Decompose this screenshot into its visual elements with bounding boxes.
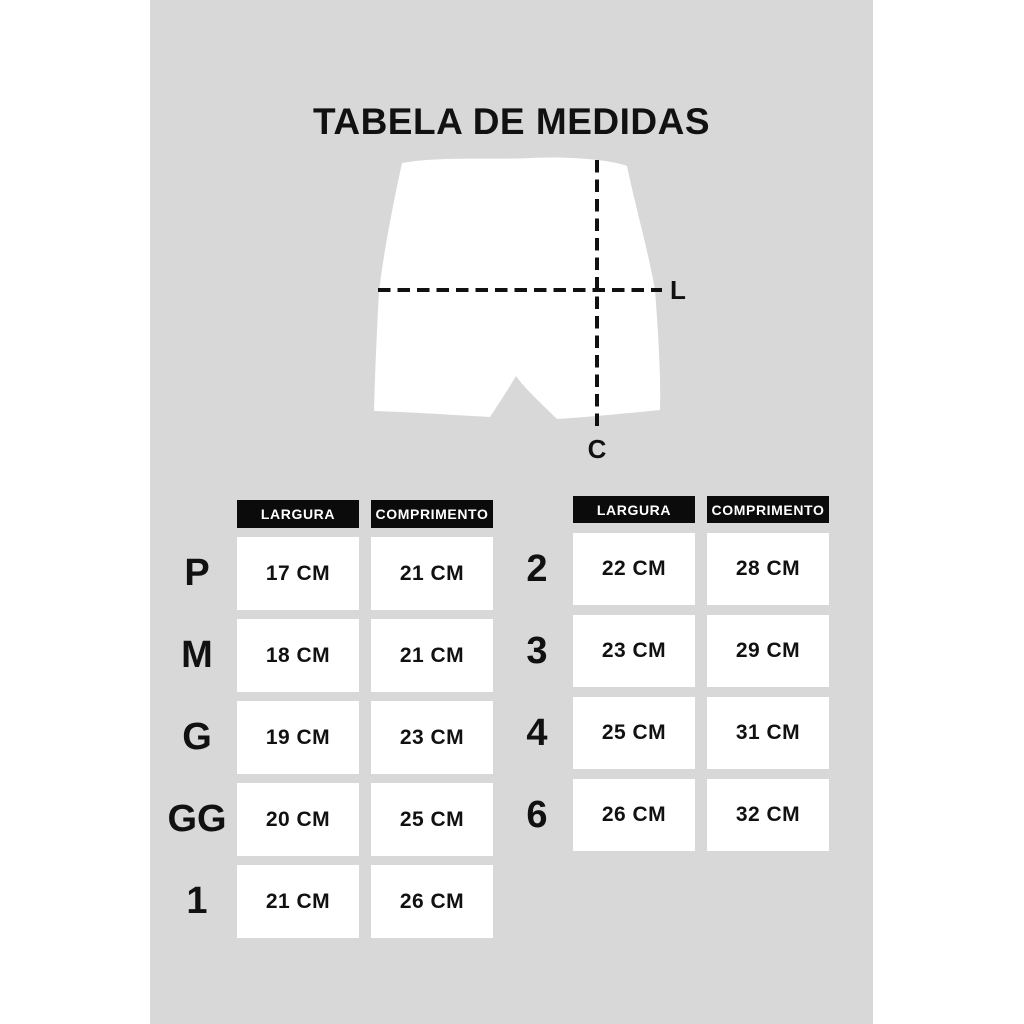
largura-value: 17 CM (237, 537, 359, 610)
table-corner-spacer (513, 496, 561, 523)
comprimento-value: 26 CM (371, 865, 493, 938)
size-label: 3 (526, 629, 548, 672)
size-label: M (181, 634, 213, 676)
size-label: G (182, 716, 212, 758)
comprimento-value: 29 CM (707, 615, 829, 687)
size-table-numbers: LARGURA COMPRIMENTO 2 22 CM 28 CM 3 23 C… (513, 496, 829, 851)
size-label: GG (167, 798, 227, 840)
size-table-letters: LARGURA COMPRIMENTO P 17 CM 21 CM M 18 C… (167, 500, 493, 938)
shorts-diagram: L C (374, 157, 686, 464)
comprimento-value: 23 CM (371, 701, 493, 774)
comprimento-value: 21 CM (371, 537, 493, 610)
column-header-largura: LARGURA (237, 500, 359, 528)
comprimento-value: 21 CM (371, 619, 493, 692)
page-title: TABELA DE MEDIDAS (313, 101, 710, 142)
comprimento-value: 25 CM (371, 783, 493, 856)
largura-value: 18 CM (237, 619, 359, 692)
largura-value: 23 CM (573, 615, 695, 687)
largura-value: 22 CM (573, 533, 695, 605)
column-header-largura: LARGURA (573, 496, 695, 523)
comprimento-value: 28 CM (707, 533, 829, 605)
size-label: P (184, 552, 210, 594)
comprimento-axis-label: C (588, 434, 607, 464)
table-corner-spacer (169, 500, 225, 528)
size-label: 6 (526, 793, 548, 836)
largura-value: 25 CM (573, 697, 695, 769)
column-header-comprimento: COMPRIMENTO (707, 496, 829, 523)
comprimento-value: 31 CM (707, 697, 829, 769)
comprimento-value: 32 CM (707, 779, 829, 851)
largura-axis-label: L (670, 275, 686, 305)
column-header-comprimento: COMPRIMENTO (371, 500, 493, 528)
size-label: 4 (526, 711, 548, 754)
size-label: 1 (186, 880, 208, 922)
size-chart-canvas: TABELA DE MEDIDAS L C LARGURA COMPRIMENT… (150, 0, 873, 1024)
largura-value: 19 CM (237, 701, 359, 774)
largura-value: 26 CM (573, 779, 695, 851)
largura-value: 21 CM (237, 865, 359, 938)
largura-value: 20 CM (237, 783, 359, 856)
size-label: 2 (526, 547, 548, 590)
